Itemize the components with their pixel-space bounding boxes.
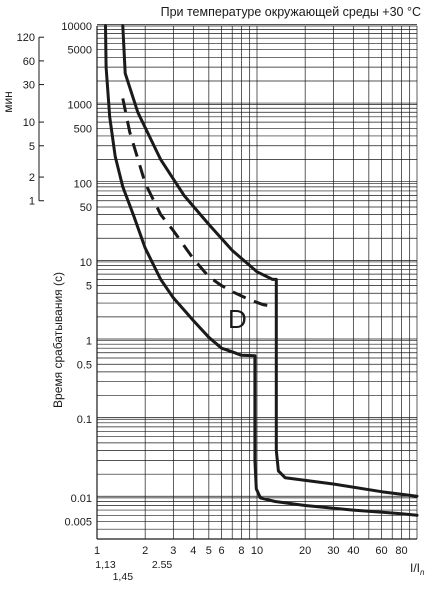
y-tick-label: 5000 (68, 45, 92, 57)
y-tick-label: 10000 (61, 21, 92, 33)
x-tick-label: 6 (218, 545, 224, 557)
y-tick-label: 0.1 (77, 414, 92, 426)
y-tick-label: 0.5 (77, 359, 92, 371)
y-tick-label: 100 (74, 178, 92, 190)
minutes-tick-label: 10 (23, 117, 35, 129)
minutes-tick-label: 1 (29, 196, 35, 208)
x-tick-label: 1 (94, 545, 100, 557)
x-tick-label: 2 (142, 545, 148, 557)
chart-title: При температуре окружающей среды +30 °C (161, 5, 421, 19)
x-tick-label: 40 (347, 545, 359, 557)
y-axis-label: Время срабатывания (с) (51, 272, 65, 408)
x-tick-label: 80 (395, 545, 407, 557)
curve-type-label: D (228, 304, 247, 334)
x-tick-label: 8 (238, 545, 244, 557)
trip-curve-series-1 (104, 24, 419, 517)
minutes-tick-label: 5 (29, 141, 35, 153)
trip-curves (104, 24, 419, 517)
y-tick-label: 50 (80, 202, 92, 214)
x-tick-label: 10 (251, 545, 263, 557)
minutes-tick-label: 120 (17, 32, 35, 44)
y-tick-label: 10 (80, 257, 92, 269)
x-tick-label-extra: 2.55 (152, 559, 173, 571)
x-axis-label-main: I/I (410, 561, 420, 575)
y-axis-ticks-seconds: 10000 5000 1000 500 100 50 10 5 1 0.5 0.1 0.01 0.005 (61, 21, 92, 529)
chart-grid (96, 24, 418, 540)
y-tick-label: 1 (86, 336, 92, 348)
x-tick-label-extra: 1,45 (113, 571, 134, 583)
x-tick-label: 20 (299, 545, 311, 557)
minutes-tick-label: 60 (23, 56, 35, 68)
y-tick-label: 1000 (68, 100, 92, 112)
y-tick-label: 0.005 (64, 517, 92, 529)
trip-curve-series-2 (121, 24, 419, 498)
x-tick-label: 4 (190, 545, 196, 557)
y-axis-ticks-minutes: 120 60 30 10 5 2 1 (17, 32, 44, 208)
y-tick-label: 0.01 (71, 493, 92, 505)
y-tick-label: 500 (74, 123, 92, 135)
x-tick-label: 30 (327, 545, 339, 557)
x-axis-ticks: 1 2 3 4 5 6 8 10 20 30 40 60 80 1,131,45 2.55 (94, 545, 408, 583)
x-tick-label: 3 (170, 545, 176, 557)
x-tick-label: 60 (375, 545, 387, 557)
minutes-tick-label: 2 (29, 172, 35, 184)
trip-curve-series-3 (121, 98, 276, 309)
x-tick-label: 5 (206, 545, 212, 557)
x-axis-label-subscript: n (420, 568, 425, 577)
y-axis-label-minutes: мин (1, 91, 15, 113)
x-tick-label-extra: 1,13 (95, 559, 116, 571)
y-tick-label: 5 (86, 281, 92, 293)
x-axis-label: I/In (410, 561, 425, 577)
minutes-tick-label: 30 (23, 80, 35, 92)
